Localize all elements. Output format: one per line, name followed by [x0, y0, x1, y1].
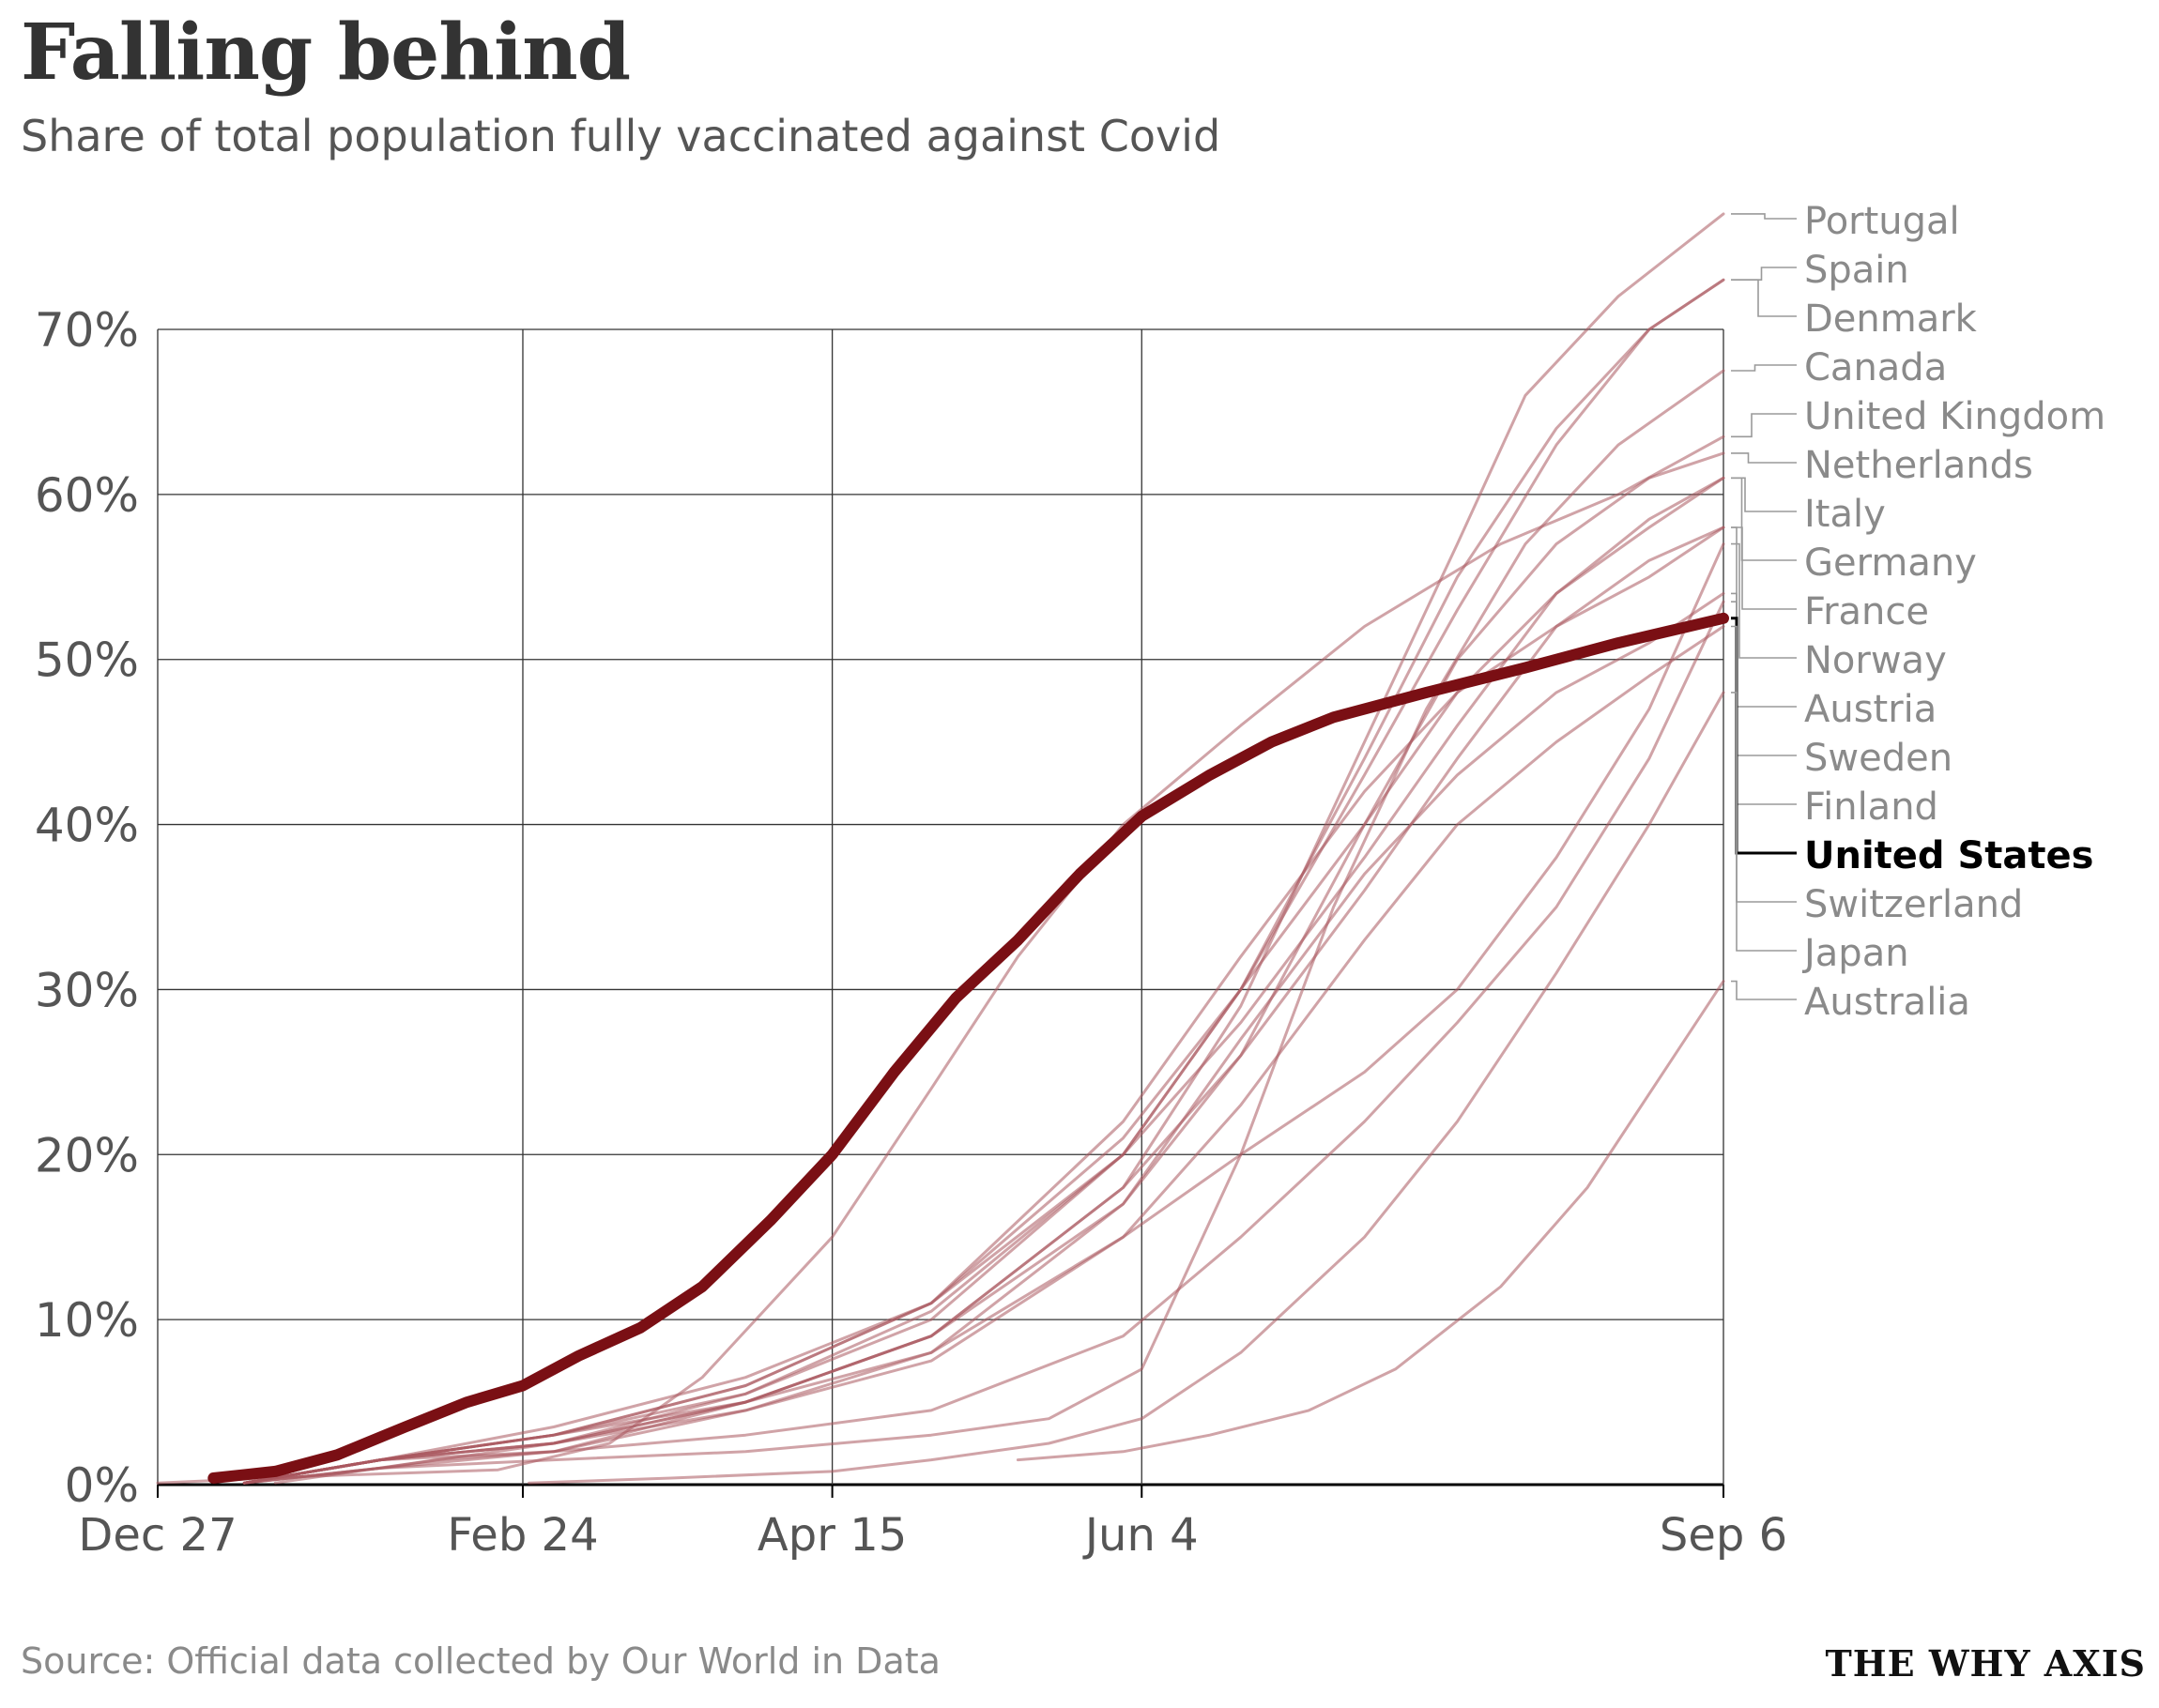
- y-tick-label: 60%: [35, 468, 139, 523]
- source-note: Source: Official data collected by Our W…: [21, 1640, 941, 1682]
- series-line-sweden: [242, 591, 1725, 1485]
- series-label-japan: Japan: [1801, 932, 1909, 975]
- series-line-netherlands: [273, 451, 1725, 1485]
- series-label-united-states: United States: [1804, 834, 2093, 877]
- series-line-japan: [528, 691, 1725, 1485]
- series-line-germany: [242, 476, 1725, 1485]
- label-leader-line: [1731, 980, 1797, 1000]
- series-label-germany: Germany: [1804, 541, 1977, 585]
- label-leader-line: [1731, 617, 1797, 855]
- label-leader-line: [1731, 526, 1797, 708]
- series-label-united-kingdom: United Kingdom: [1804, 395, 2105, 438]
- series-line-united-kingdom: [156, 435, 1725, 1485]
- x-tick-label: Feb 24: [447, 1509, 598, 1562]
- series-label-austria: Austria: [1804, 688, 1937, 731]
- label-leader-line: [1731, 625, 1797, 903]
- y-tick-label: 30%: [35, 963, 139, 1017]
- x-tick-label: Sep 6: [1660, 1509, 1787, 1562]
- x-tick-label: Dec 27: [78, 1509, 237, 1562]
- y-tick-label: 0%: [65, 1458, 139, 1513]
- series-line-spain: [242, 278, 1725, 1485]
- series-line-denmark: [242, 278, 1725, 1485]
- series-label-norway: Norway: [1804, 639, 1947, 682]
- label-leader-line: [1731, 526, 1797, 610]
- series-label-canada: Canada: [1804, 346, 1947, 389]
- series-line-united-states: [207, 612, 1729, 1484]
- series-line-italy: [242, 476, 1725, 1485]
- label-leader-line: [1731, 364, 1797, 372]
- series-labels: Portugal Spain Denmark Canada United Kingdom…: [1731, 200, 2105, 1024]
- series-label-france: France: [1804, 590, 1929, 633]
- y-tick-label: 50%: [35, 633, 139, 688]
- series-label-italy: Italy: [1804, 493, 1886, 536]
- grid-layer: [157, 328, 1724, 1487]
- label-leader-line: [1731, 477, 1797, 561]
- label-leader-line: [1731, 477, 1797, 512]
- label-leader-line: [1731, 279, 1797, 317]
- y-tick-label: 10%: [35, 1293, 139, 1348]
- series-line-austria: [242, 526, 1725, 1485]
- series-lines: [156, 212, 1729, 1485]
- series-line-finland: [242, 600, 1725, 1485]
- label-leader-line: [1731, 413, 1797, 438]
- series-line-portugal: [242, 212, 1725, 1485]
- label-leader-line: [1731, 692, 1797, 952]
- label-leader-line: [1731, 601, 1797, 805]
- chart-subtitle: Share of total population fully vaccinat…: [21, 111, 1221, 161]
- label-leader-line: [1731, 542, 1797, 659]
- series-label-denmark: Denmark: [1804, 297, 1978, 341]
- chart-title: Falling behind: [21, 8, 631, 98]
- series-label-netherlands: Netherlands: [1804, 444, 2033, 487]
- series-label-spain: Spain: [1804, 249, 1909, 292]
- series-line-australia: [1016, 980, 1725, 1462]
- x-tick-label: Jun 4: [1082, 1509, 1199, 1562]
- series-label-australia: Australia: [1804, 981, 1970, 1024]
- series-line-norway: [242, 542, 1725, 1485]
- x-tick-label: Apr 15: [758, 1509, 907, 1562]
- series-label-sweden: Sweden: [1804, 737, 1952, 780]
- label-leader-line: [1731, 592, 1797, 756]
- brand-logo: THE WHY AXIS: [1825, 1642, 2146, 1685]
- y-tick-label: 40%: [35, 799, 139, 853]
- series-label-finland: Finland: [1804, 785, 1938, 829]
- series-label-portugal: Portugal: [1804, 200, 1960, 243]
- label-leader-line: [1731, 452, 1797, 464]
- label-leader-line: [1731, 267, 1797, 281]
- series-label-switzerland: Switzerland: [1804, 883, 2023, 926]
- axis-layer: 0% 10% 20% 30% 40% 50% 60% 70% Dec 27 Feb 24 Apr 1…: [35, 303, 1787, 1562]
- series-line-canada: [242, 369, 1725, 1485]
- y-tick-label: 20%: [35, 1128, 139, 1182]
- y-tick-label: 70%: [35, 303, 139, 358]
- series-line-switzerland: [242, 625, 1725, 1485]
- label-leader-line: [1731, 213, 1797, 220]
